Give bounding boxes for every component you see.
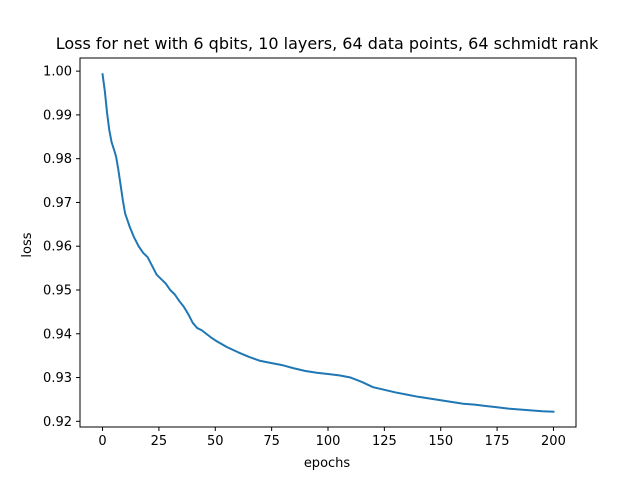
x-tick-label: 150 <box>428 434 453 449</box>
x-tick-label: 0 <box>98 434 106 449</box>
y-axis-label: loss <box>20 232 35 257</box>
axes: 0 25 50 75 100 125 150 175 200 0.92 0.93 0.94 0.95 0.… <box>43 57 577 449</box>
chart-title: Loss for net with 6 qbits, 10 layers, 64… <box>56 34 599 53</box>
x-tick-label: 125 <box>372 434 397 449</box>
x-tick-label: 100 <box>316 434 341 449</box>
x-tick-label: 200 <box>541 434 566 449</box>
series-line-0 <box>101 73 555 413</box>
y-tick-label: 0.92 <box>43 415 72 430</box>
x-tick-label: 75 <box>263 434 280 449</box>
x-axis-label: epochs <box>304 456 351 471</box>
x-tick-label: 25 <box>151 434 168 449</box>
y-tick-label: 1.00 <box>43 65 72 80</box>
y-tick-label: 0.94 <box>43 327 72 342</box>
y-tick-label: 0.98 <box>43 152 72 167</box>
x-tick-label: 175 <box>485 434 510 449</box>
x-tick-label: 50 <box>207 434 224 449</box>
y-tick-label: 0.96 <box>43 240 72 255</box>
y-tick-label: 0.95 <box>43 283 72 298</box>
y-tick-label: 0.93 <box>43 371 72 386</box>
plot-frame <box>79 57 577 428</box>
y-tick-label: 0.99 <box>43 108 72 123</box>
y-tick-label: 0.97 <box>43 196 72 211</box>
plot-area <box>101 73 555 413</box>
